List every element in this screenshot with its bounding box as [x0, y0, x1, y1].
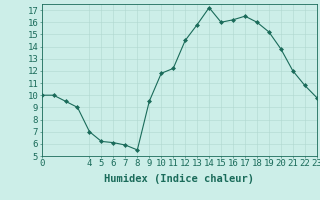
X-axis label: Humidex (Indice chaleur): Humidex (Indice chaleur)	[104, 174, 254, 184]
